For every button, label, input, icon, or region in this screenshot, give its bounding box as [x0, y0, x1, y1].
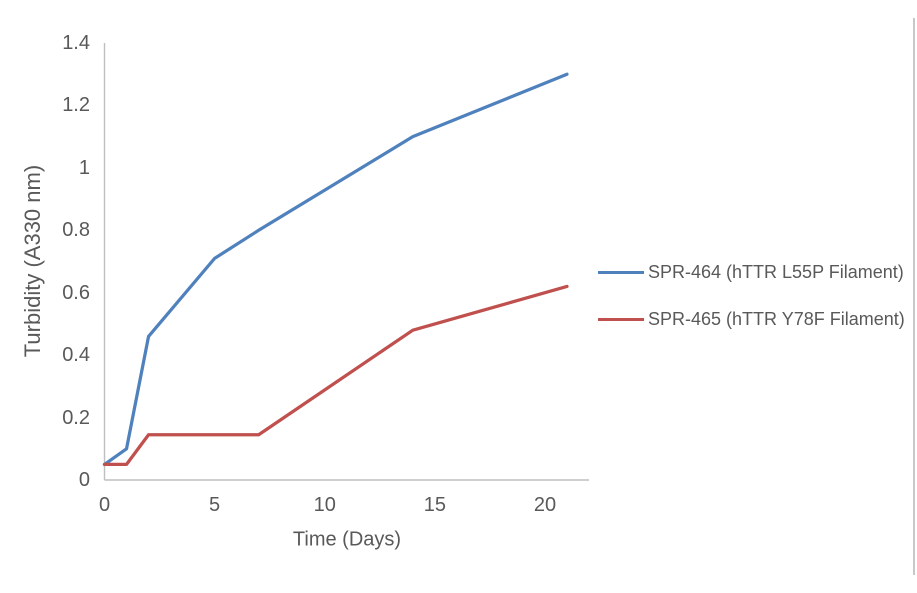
series-2-line-swatch: [598, 317, 644, 321]
legend-item-spr-465: SPR-465 (hTTR Y78F Filament): [598, 308, 905, 330]
chart-frame-right-border: [913, 18, 915, 575]
x-tick-label-10: 10: [313, 494, 336, 516]
legend-item-spr-464: SPR-464 (hTTR L55P Filament): [598, 261, 905, 283]
y-tick-label-1.2: 1.2: [62, 94, 90, 117]
series-1-line-swatch: [598, 270, 644, 274]
legend-label-spr-464: SPR-464 (hTTR L55P Filament): [648, 261, 904, 282]
y-tick-label-0.6: 0.6: [62, 281, 90, 304]
series-line-2: [102, 284, 569, 467]
x-tick-label-5: 5: [209, 494, 221, 516]
y-tick-label-0.4: 0.4: [62, 344, 90, 367]
x-tick-label-0: 0: [98, 494, 111, 516]
x-tick-label-15: 15: [423, 494, 446, 516]
legend-label-spr-465: SPR-465 (hTTR Y78F Filament): [648, 308, 905, 329]
x-axis-title: Time (Days): [292, 528, 402, 551]
y-tick-label-0.2: 0.2: [62, 406, 90, 429]
y-axis-title: Turbidity (A330 nm): [20, 164, 45, 358]
y-tick-label-1: 1: [78, 156, 90, 179]
y-tick-label-0.8: 0.8: [62, 219, 90, 242]
y-tick-label-0: 0: [78, 469, 90, 491]
y-tick-label-1.4: 1.4: [62, 32, 90, 54]
legend: SPR-464 (hTTR L55P Filament) SPR-465 (hT…: [598, 261, 905, 330]
x-tick-label-20: 20: [533, 494, 557, 516]
series-line-1: [102, 72, 569, 467]
